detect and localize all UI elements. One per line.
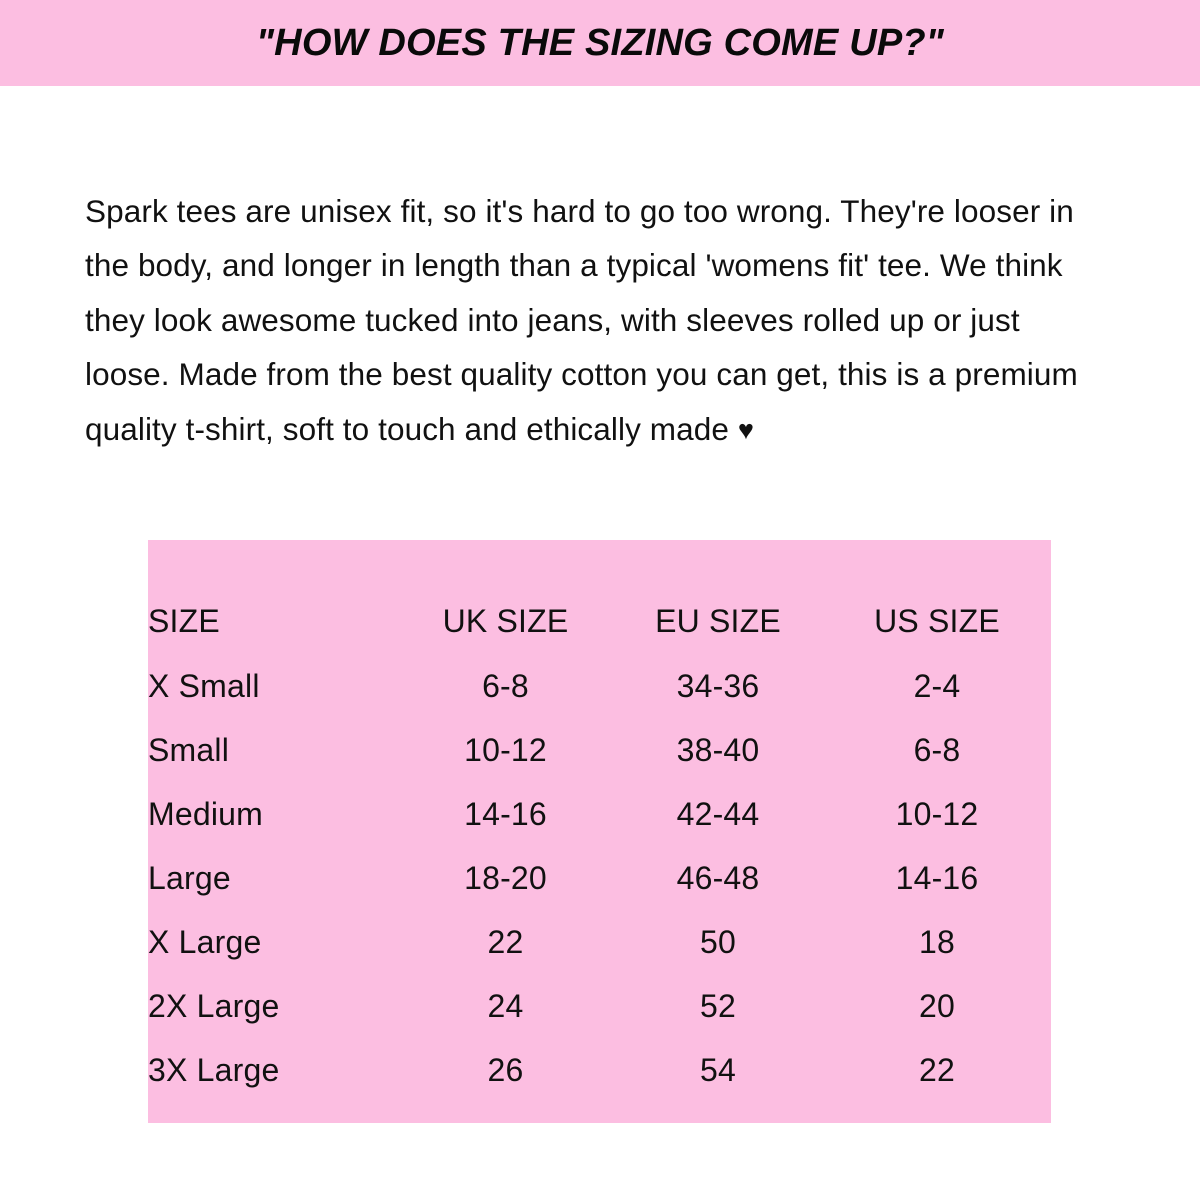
cell-uk: 18-20 [464,859,547,896]
cell-size: Small [148,731,230,768]
page-title: "HOW DOES THE SIZING COME UP?" [255,22,945,64]
table-row: X Small 6-8 34-36 2-4 [148,654,1051,718]
cell-eu: 34-36 [676,667,760,704]
column-header-us-size: US SIZE [874,602,1000,639]
cell-eu: 38-40 [676,731,760,768]
cell-us: 14-16 [895,859,979,896]
table-row: X Large 22 50 18 [148,910,1051,974]
size-chart-body: X Small 6-8 34-36 2-4 Small 10-12 38-40 … [148,654,1051,1102]
cell-eu: 46-48 [676,859,760,896]
header-banner: "HOW DOES THE SIZING COME UP?" [0,0,1200,86]
table-row: Medium 14-16 42-44 10-12 [148,782,1051,846]
cell-uk: 26 [487,1051,524,1088]
intro-paragraph: Spark tees are unisex fit, so it's hard … [85,184,1100,458]
cell-size: X Small [148,667,260,704]
size-chart-header: SIZE UK SIZE EU SIZE US SIZE [148,588,1051,654]
cell-uk: 6-8 [482,667,529,704]
size-table-block: SIZE UK SIZE EU SIZE US SIZE X Small 6-8… [148,540,1051,1123]
cell-size: X Large [148,923,262,960]
table-row: Large 18-20 46-48 14-16 [148,846,1051,910]
cell-size: 3X Large [148,1051,280,1088]
cell-eu: 52 [700,987,736,1024]
table-header-row: SIZE UK SIZE EU SIZE US SIZE [148,588,1051,654]
intro-text: Spark tees are unisex fit, so it's hard … [85,192,1078,447]
cell-us: 2-4 [913,667,961,704]
column-header-size: SIZE [148,602,220,639]
cell-size: Medium [148,795,264,832]
cell-eu: 50 [700,923,736,960]
cell-us: 6-8 [913,731,961,768]
size-chart-table: SIZE UK SIZE EU SIZE US SIZE X Small 6-8… [148,588,1051,1102]
cell-size: Large [148,859,231,896]
table-row: 3X Large 26 54 22 [148,1038,1051,1102]
cell-us: 10-12 [895,795,979,832]
table-row: 2X Large 24 52 20 [148,974,1051,1038]
cell-us: 20 [919,987,955,1024]
cell-uk: 22 [487,923,524,960]
cell-eu: 42-44 [676,795,760,832]
cell-us: 22 [919,1051,955,1088]
heart-icon: ♥ [737,414,754,445]
cell-size: 2X Large [148,987,280,1024]
cell-uk: 10-12 [464,731,547,768]
column-header-eu-size: EU SIZE [655,602,781,639]
cell-uk: 24 [487,987,524,1024]
cell-us: 18 [919,923,955,960]
cell-eu: 54 [700,1051,736,1088]
cell-uk: 14-16 [464,795,547,832]
column-header-uk-size: UK SIZE [442,602,569,639]
table-row: Small 10-12 38-40 6-8 [148,718,1051,782]
